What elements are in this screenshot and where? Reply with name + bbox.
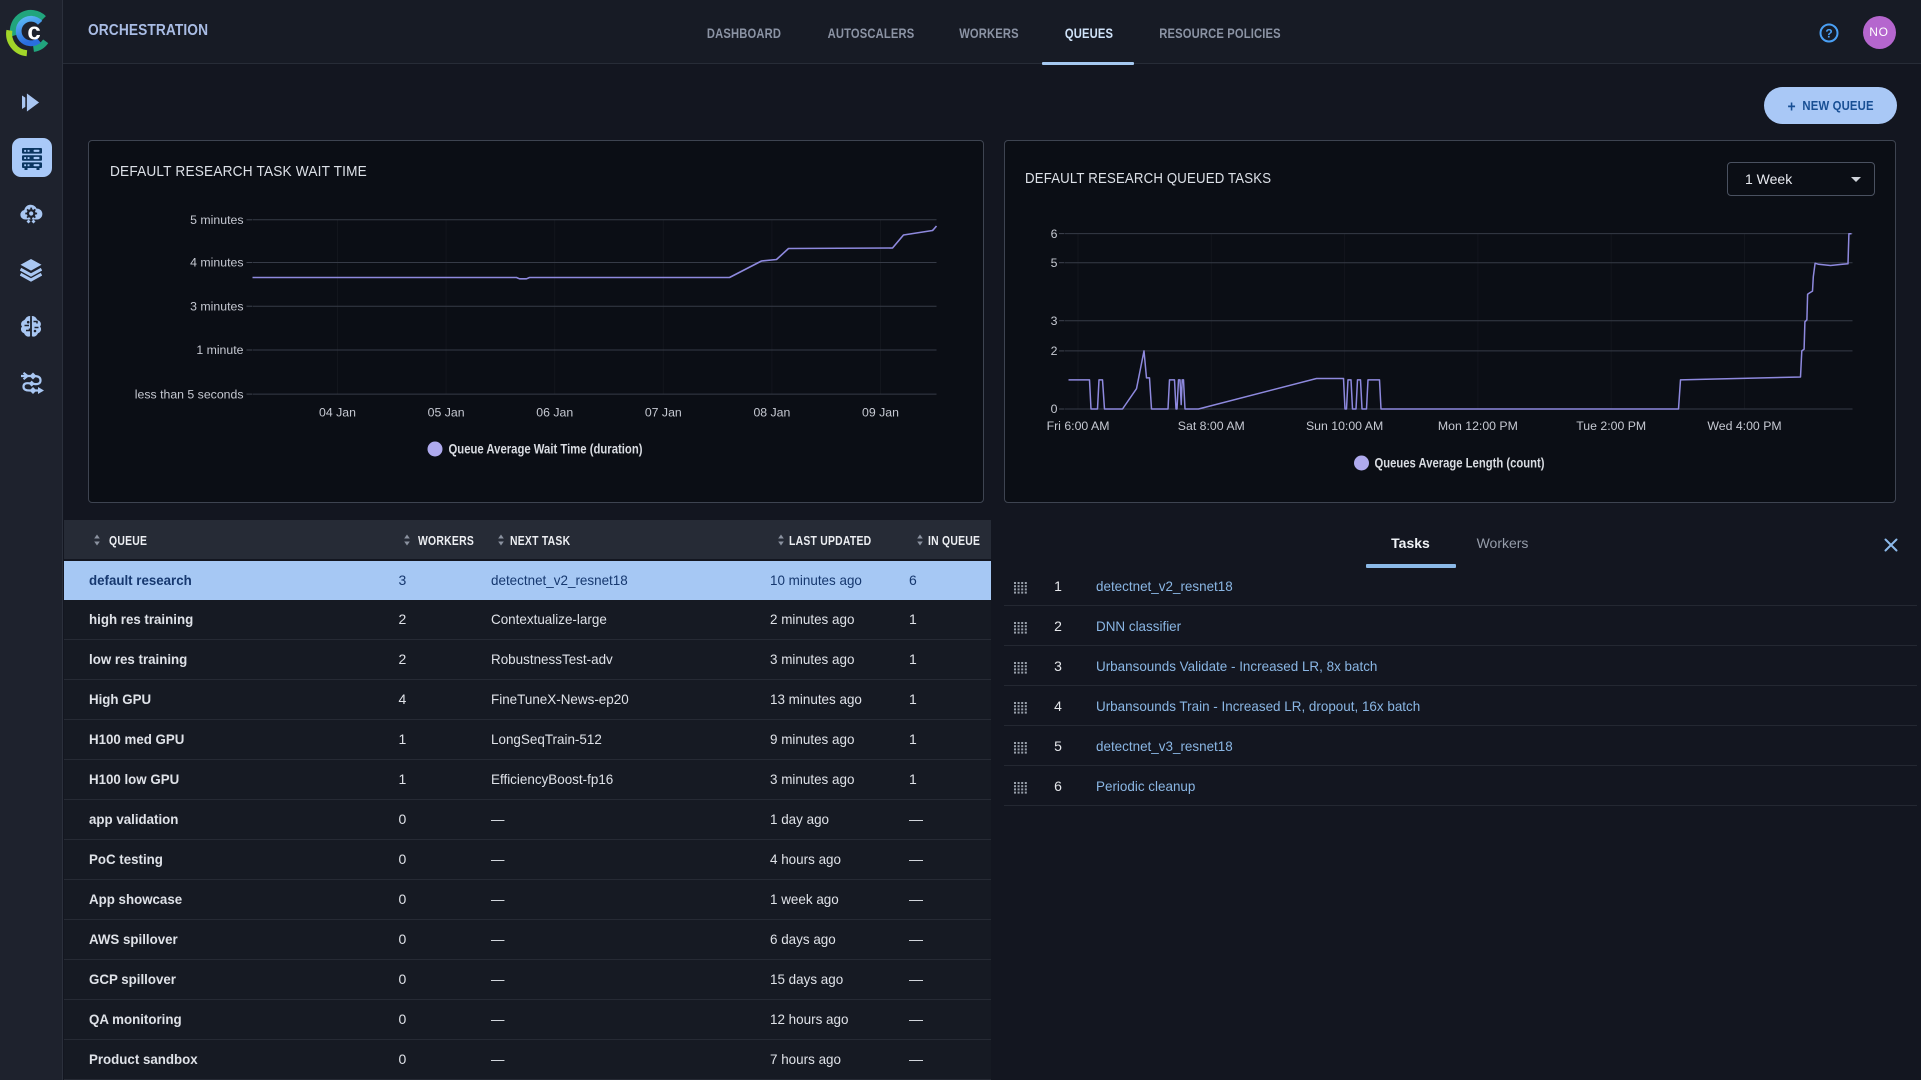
svg-text:4 minutes: 4 minutes bbox=[190, 256, 243, 270]
svg-text:09 Jan: 09 Jan bbox=[862, 406, 899, 420]
svg-text:05 Jan: 05 Jan bbox=[428, 406, 465, 420]
svg-text:2: 2 bbox=[1051, 344, 1058, 358]
svg-text:5: 5 bbox=[1051, 256, 1058, 270]
svg-text:Tue 2:00 PM: Tue 2:00 PM bbox=[1576, 419, 1646, 433]
svg-text:3 minutes: 3 minutes bbox=[190, 299, 243, 313]
svg-text:0: 0 bbox=[1051, 402, 1058, 416]
svg-text:Sat 8:00 AM: Sat 8:00 AM bbox=[1178, 419, 1245, 433]
svg-text:less than 5 seconds: less than 5 seconds bbox=[135, 387, 244, 401]
svg-text:6: 6 bbox=[1051, 227, 1058, 241]
svg-text:Fri 6:00 AM: Fri 6:00 AM bbox=[1047, 419, 1110, 433]
svg-text:Mon 12:00 PM: Mon 12:00 PM bbox=[1438, 419, 1518, 433]
svg-text:1 minute: 1 minute bbox=[196, 343, 243, 357]
svg-text:04 Jan: 04 Jan bbox=[319, 406, 356, 420]
svg-text:3: 3 bbox=[1051, 314, 1058, 328]
svg-text:?: ? bbox=[1825, 27, 1832, 41]
svg-text:Wed 4:00 PM: Wed 4:00 PM bbox=[1707, 419, 1781, 433]
svg-text:Sun 10:00 AM: Sun 10:00 AM bbox=[1306, 419, 1383, 433]
svg-text:5 minutes: 5 minutes bbox=[190, 213, 243, 227]
svg-text:08 Jan: 08 Jan bbox=[753, 406, 790, 420]
svg-text:06 Jan: 06 Jan bbox=[536, 406, 573, 420]
svg-text:Queue Average Wait Time (durat: Queue Average Wait Time (duration) bbox=[449, 442, 643, 457]
svg-text:07 Jan: 07 Jan bbox=[645, 406, 682, 420]
svg-text:c: c bbox=[27, 19, 40, 46]
svg-text:Queues Average Length (count): Queues Average Length (count) bbox=[1375, 456, 1545, 471]
